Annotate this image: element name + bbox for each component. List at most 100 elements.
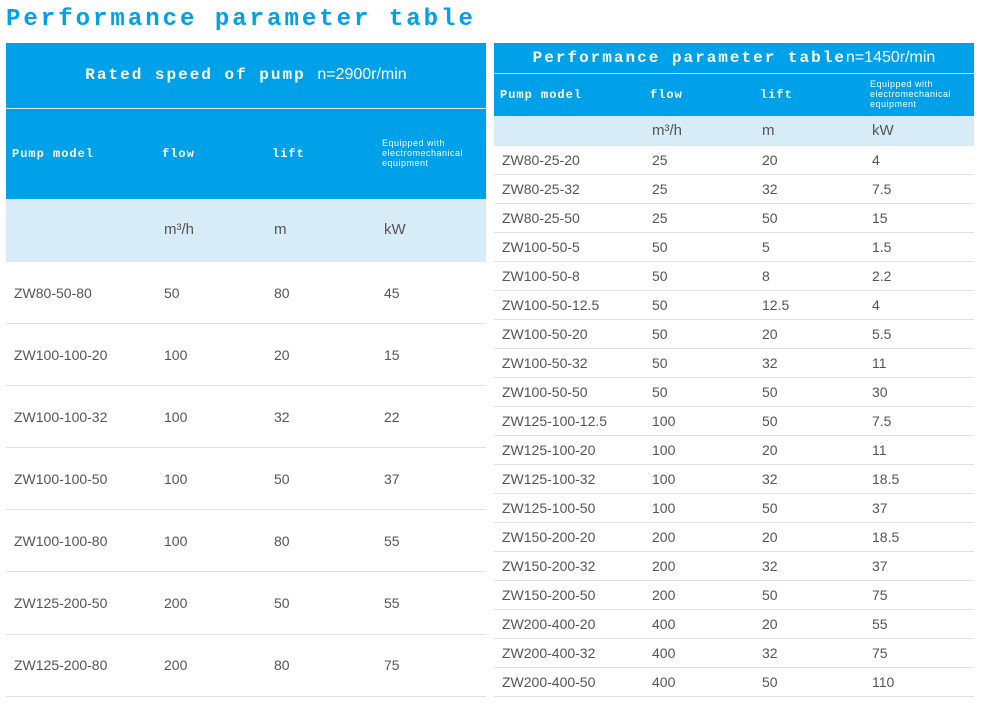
cell-model: ZW200-400-50	[494, 667, 644, 696]
unit-model	[494, 116, 644, 146]
cell-flow: 400	[644, 638, 754, 667]
col-flow: flow	[644, 74, 754, 116]
table-caption: Rated speed of pump n=2900r/min	[6, 43, 486, 108]
table-row: ZW80-25-50255015	[494, 203, 974, 232]
cell-model: ZW125-100-50	[494, 493, 644, 522]
table-row: ZW150-200-202002018.5	[494, 522, 974, 551]
cell-flow: 100	[644, 493, 754, 522]
cell-kw: 55	[376, 510, 486, 572]
cell-kw: 11	[864, 348, 974, 377]
cell-flow: 50	[644, 290, 754, 319]
cell-model: ZW80-25-50	[494, 203, 644, 232]
cell-model: ZW125-200-50	[6, 572, 156, 634]
cell-flow: 400	[644, 609, 754, 638]
cell-lift: 50	[266, 572, 376, 634]
cell-flow: 50	[644, 232, 754, 261]
cell-model: ZW200-400-20	[494, 609, 644, 638]
table-left: Rated speed of pump n=2900r/min Pump mod…	[6, 43, 486, 697]
cell-kw: 11	[864, 435, 974, 464]
cell-flow: 100	[156, 386, 266, 448]
cell-flow: 100	[156, 510, 266, 572]
cell-flow: 200	[156, 572, 266, 634]
cell-kw: 7.5	[864, 406, 974, 435]
cell-kw: 7.5	[864, 174, 974, 203]
cell-kw: 30	[864, 377, 974, 406]
cell-lift: 80	[266, 634, 376, 696]
cell-model: ZW100-50-32	[494, 348, 644, 377]
unit-flow: m³/h	[156, 199, 266, 262]
cell-kw: 4	[864, 290, 974, 319]
cell-lift: 32	[754, 348, 864, 377]
table-row: ZW125-100-321003218.5	[494, 464, 974, 493]
cell-flow: 200	[644, 551, 754, 580]
cell-lift: 50	[754, 667, 864, 696]
table-row: ZW100-50-55051.5	[494, 232, 974, 261]
cell-model: ZW150-200-50	[494, 580, 644, 609]
unit-flow: m³/h	[644, 116, 754, 146]
cell-flow: 200	[156, 634, 266, 696]
cell-lift: 20	[754, 609, 864, 638]
col-model: Pump model	[494, 74, 644, 116]
cell-lift: 50	[754, 377, 864, 406]
cell-flow: 100	[156, 448, 266, 510]
column-headers: Pump model flow lift Equipped with elect…	[494, 74, 974, 116]
cell-flow: 50	[644, 261, 754, 290]
cell-model: ZW125-200-80	[6, 634, 156, 696]
caption-prefix: Rated speed of pump	[85, 66, 317, 84]
cell-flow: 25	[644, 145, 754, 174]
cell-model: ZW100-50-20	[494, 319, 644, 348]
cell-lift: 20	[266, 324, 376, 386]
cell-kw: 75	[864, 638, 974, 667]
cell-flow: 100	[644, 464, 754, 493]
unit-kw: kW	[864, 116, 974, 146]
cell-model: ZW125-100-20	[494, 435, 644, 464]
cell-model: ZW100-100-20	[6, 324, 156, 386]
table-row: ZW125-200-502005055	[6, 572, 486, 634]
unit-lift: m	[754, 116, 864, 146]
table-row: ZW125-100-12.5100507.5	[494, 406, 974, 435]
cell-flow: 25	[644, 174, 754, 203]
cell-flow: 400	[644, 667, 754, 696]
table-row: ZW80-25-2025204	[494, 145, 974, 174]
cell-flow: 50	[156, 262, 266, 324]
cell-model: ZW100-100-32	[6, 386, 156, 448]
cell-lift: 80	[266, 510, 376, 572]
col-equip: Equipped with electromechanical equipmen…	[864, 74, 974, 116]
cell-kw: 110	[864, 667, 974, 696]
cell-flow: 100	[644, 406, 754, 435]
cell-flow: 100	[156, 324, 266, 386]
cell-model: ZW150-200-20	[494, 522, 644, 551]
cell-lift: 20	[754, 145, 864, 174]
table-row: ZW100-100-321003222	[6, 386, 486, 448]
cell-kw: 2.2	[864, 261, 974, 290]
cell-lift: 50	[754, 493, 864, 522]
column-headers: Pump model flow lift Equipped with elect…	[6, 108, 486, 198]
cell-lift: 20	[754, 319, 864, 348]
cell-model: ZW80-25-20	[494, 145, 644, 174]
cell-kw: 55	[376, 572, 486, 634]
table-row: ZW125-100-501005037	[494, 493, 974, 522]
cell-lift: 5	[754, 232, 864, 261]
cell-model: ZW100-50-12.5	[494, 290, 644, 319]
cell-kw: 75	[864, 580, 974, 609]
cell-lift: 32	[754, 464, 864, 493]
units-row: m³/h m kW	[494, 116, 974, 146]
cell-kw: 18.5	[864, 522, 974, 551]
page-title: Performance parameter table	[6, 6, 977, 33]
cell-model: ZW125-100-12.5	[494, 406, 644, 435]
table-row: ZW100-50-32503211	[494, 348, 974, 377]
col-lift: lift	[266, 108, 376, 198]
unit-kw: kW	[376, 199, 486, 262]
table-row: ZW150-200-322003237	[494, 551, 974, 580]
cell-model: ZW100-50-8	[494, 261, 644, 290]
cell-kw: 22	[376, 386, 486, 448]
cell-lift: 50	[754, 406, 864, 435]
cell-kw: 45	[376, 262, 486, 324]
table-row: ZW100-50-2050205.5	[494, 319, 974, 348]
cell-lift: 32	[754, 174, 864, 203]
cell-flow: 200	[644, 522, 754, 551]
cell-flow: 50	[644, 319, 754, 348]
cell-lift: 12.5	[754, 290, 864, 319]
table-caption: Performance parameter tablen=1450r/min	[494, 43, 974, 74]
cell-kw: 37	[864, 551, 974, 580]
